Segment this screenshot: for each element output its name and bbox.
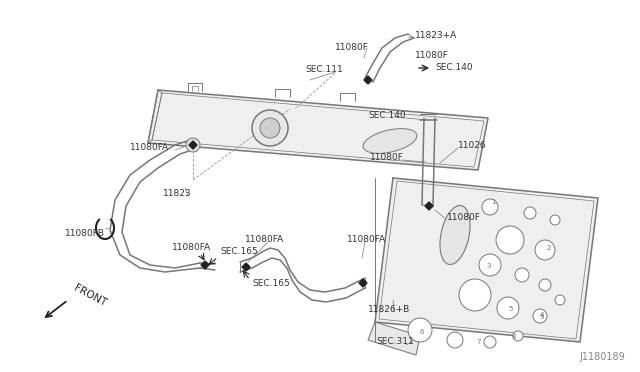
- Text: 11080FA: 11080FA: [347, 235, 386, 244]
- Text: 11823+A: 11823+A: [415, 32, 457, 41]
- Text: 11080F: 11080F: [335, 42, 369, 51]
- Text: SEC.165: SEC.165: [252, 279, 290, 289]
- Text: 11080FA: 11080FA: [130, 144, 169, 153]
- Circle shape: [555, 295, 565, 305]
- Text: 11080F: 11080F: [370, 154, 404, 163]
- Text: 11826+B: 11826+B: [368, 305, 410, 314]
- Circle shape: [515, 268, 529, 282]
- Polygon shape: [425, 202, 433, 210]
- Circle shape: [539, 279, 551, 291]
- Circle shape: [482, 199, 498, 215]
- Polygon shape: [375, 178, 598, 342]
- Text: 11026: 11026: [458, 141, 486, 151]
- Ellipse shape: [440, 205, 470, 264]
- Circle shape: [524, 207, 536, 219]
- Polygon shape: [242, 263, 250, 271]
- Circle shape: [459, 279, 491, 311]
- Text: 1: 1: [491, 199, 495, 205]
- Text: 5: 5: [508, 306, 513, 312]
- Text: 7: 7: [476, 339, 481, 345]
- Text: SEC.140: SEC.140: [368, 110, 406, 119]
- Circle shape: [186, 138, 200, 152]
- Circle shape: [408, 318, 432, 342]
- Text: 11080FA: 11080FA: [172, 244, 211, 253]
- Polygon shape: [201, 261, 209, 269]
- Polygon shape: [189, 141, 197, 149]
- Text: SEC.311: SEC.311: [376, 337, 413, 346]
- Polygon shape: [364, 76, 372, 84]
- Text: 4: 4: [540, 312, 545, 318]
- Polygon shape: [368, 322, 420, 355]
- Text: 3: 3: [486, 263, 490, 269]
- Circle shape: [484, 336, 496, 348]
- Circle shape: [252, 110, 288, 146]
- Polygon shape: [148, 90, 488, 170]
- Ellipse shape: [363, 129, 417, 153]
- Text: 11080FB: 11080FB: [65, 228, 105, 237]
- Text: 6: 6: [420, 329, 424, 335]
- Circle shape: [497, 297, 519, 319]
- Text: 8: 8: [511, 334, 515, 340]
- Text: 9: 9: [540, 314, 545, 320]
- Text: J1180189: J1180189: [579, 352, 625, 362]
- Circle shape: [496, 226, 524, 254]
- Circle shape: [535, 240, 555, 260]
- Text: SEC.165: SEC.165: [220, 247, 258, 257]
- Polygon shape: [359, 279, 367, 287]
- Text: SEC.111: SEC.111: [305, 65, 343, 74]
- Text: 11823: 11823: [163, 189, 191, 198]
- Circle shape: [260, 118, 280, 138]
- Circle shape: [447, 332, 463, 348]
- Text: 2: 2: [547, 245, 552, 251]
- Circle shape: [513, 331, 523, 341]
- Text: FRONT: FRONT: [72, 283, 108, 309]
- Text: 11080FA: 11080FA: [245, 235, 284, 244]
- Text: 11080F: 11080F: [447, 214, 481, 222]
- Circle shape: [550, 215, 560, 225]
- Circle shape: [533, 309, 547, 323]
- Text: SEC.140: SEC.140: [435, 62, 472, 71]
- Text: 11080F: 11080F: [415, 51, 449, 60]
- Circle shape: [479, 254, 501, 276]
